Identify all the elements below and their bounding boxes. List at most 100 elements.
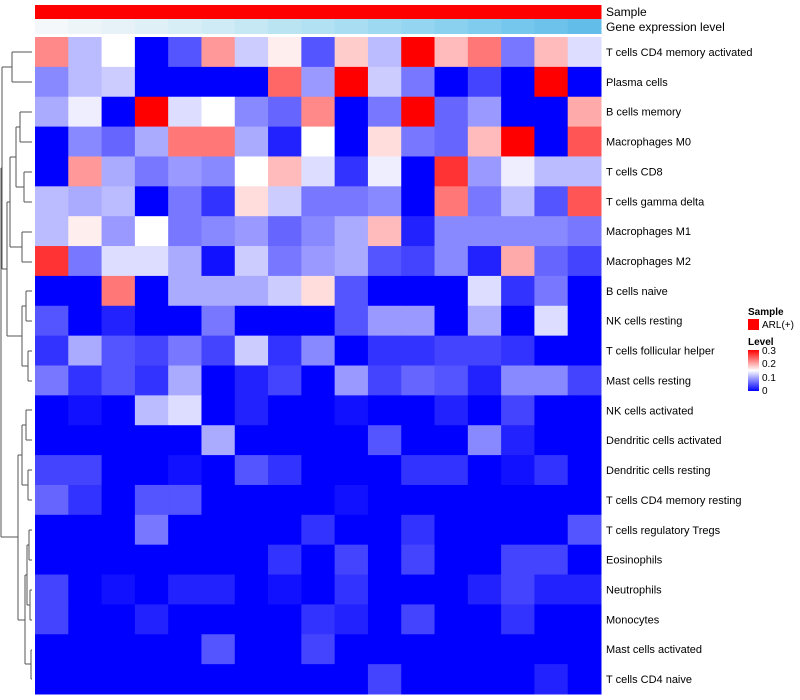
- heatmap-cell: [101, 484, 136, 516]
- gene-expression-annotation-cell: [534, 19, 569, 34]
- row-label: NK cells activated: [606, 405, 693, 417]
- heatmap-cell: [501, 66, 535, 98]
- heatmap-cell: [268, 335, 302, 366]
- heatmap-cell: [168, 305, 202, 337]
- gene-expression-annotation-bar: [35, 19, 602, 34]
- heatmap-cell: [501, 604, 535, 635]
- heatmap-cell: [201, 216, 236, 247]
- row-label: B cells naive: [606, 286, 668, 298]
- heatmap-cell: [467, 126, 502, 157]
- sample-annotation-cell: [567, 5, 602, 19]
- heatmap-cell: [201, 186, 236, 217]
- heatmap-cell: [68, 484, 103, 516]
- heatmap-cell: [334, 425, 369, 456]
- gene-expression-annotation-cell: [134, 19, 169, 34]
- heatmap-cell: [301, 544, 336, 576]
- heatmap-cell: [201, 604, 236, 635]
- heatmap-cell: [401, 275, 436, 307]
- heatmap-cell: [134, 96, 169, 128]
- heatmap-cell: [534, 664, 569, 695]
- heatmap-cell: [567, 574, 602, 605]
- heatmap-cell: [567, 455, 602, 486]
- heatmap-cell: [534, 544, 569, 576]
- heatmap-cell: [268, 216, 302, 247]
- row-label: Monocytes: [606, 614, 660, 626]
- heatmap-cell: [367, 335, 402, 366]
- heatmap-cell: [268, 126, 302, 157]
- heatmap-cell: [301, 514, 336, 546]
- heatmap-cell: [467, 395, 502, 426]
- heatmap-cell: [334, 126, 369, 157]
- heatmap-cell: [101, 544, 136, 576]
- heatmap-cell: [101, 664, 136, 695]
- heatmap-cell: [134, 425, 169, 456]
- heatmap-cell: [501, 156, 535, 187]
- heatmap-cell: [268, 275, 302, 307]
- heatmap-cell: [35, 455, 69, 486]
- heatmap-cell: [168, 395, 202, 426]
- heatmap-cell: [68, 634, 103, 665]
- heatmap-cell: [467, 574, 502, 605]
- heatmap-cell: [134, 246, 169, 277]
- sample-annotation-cell: [168, 5, 202, 19]
- sample-annotation-cell: [134, 5, 169, 19]
- heatmap-cell: [334, 37, 369, 68]
- heatmap-cell: [301, 455, 336, 486]
- heatmap-cell: [168, 216, 202, 247]
- heatmap-cell: [534, 156, 569, 187]
- heatmap-cell: [234, 574, 269, 605]
- heatmap-cell: [467, 365, 502, 396]
- heatmap-cell: [334, 455, 369, 486]
- heatmap-cell: [501, 425, 535, 456]
- heatmap-cell: [567, 664, 602, 695]
- heatmap-cell: [301, 156, 336, 187]
- heatmap-cells: [35, 37, 602, 695]
- heatmap-cell: [134, 365, 169, 396]
- heatmap-cell: [367, 365, 402, 396]
- heatmap-cell: [434, 66, 469, 98]
- heatmap-cell: [467, 305, 502, 337]
- heatmap-cell: [334, 365, 369, 396]
- heatmap-cell: [334, 246, 369, 277]
- heatmap-cell: [168, 634, 202, 665]
- sample-annotation-cell: [268, 5, 302, 19]
- heatmap-cell: [367, 514, 402, 546]
- heatmap-cell: [101, 216, 136, 247]
- legend-tick-3: 0: [762, 386, 768, 397]
- heatmap-cell: [234, 156, 269, 187]
- heatmap-cell: [268, 664, 302, 695]
- gene-expression-annotation-cell: [101, 19, 136, 34]
- gene-expression-annotation-cell: [434, 19, 469, 34]
- heatmap-cell: [334, 395, 369, 426]
- heatmap-cell: [401, 455, 436, 486]
- heatmap-cell: [334, 335, 369, 366]
- legend-level-title: Level: [748, 337, 774, 348]
- heatmap-cell: [268, 365, 302, 396]
- heatmap-cell: [134, 395, 169, 426]
- heatmap-cell: [334, 484, 369, 516]
- heatmap-cell: [234, 66, 269, 98]
- heatmap-cell: [534, 96, 569, 128]
- heatmap-cell: [68, 335, 103, 366]
- gene-expression-annotation-cell: [567, 19, 602, 34]
- heatmap-cell: [201, 96, 236, 128]
- heatmap-cell: [367, 425, 402, 456]
- heatmap-cell: [534, 275, 569, 307]
- heatmap-cell: [434, 246, 469, 277]
- heatmap-cell: [301, 96, 336, 128]
- gene-expression-annotation-cell: [334, 19, 369, 34]
- heatmap-cell: [168, 335, 202, 366]
- heatmap-cell: [301, 604, 336, 635]
- heatmap-cell: [367, 455, 402, 486]
- heatmap-cell: [35, 514, 69, 546]
- heatmap-cell: [467, 216, 502, 247]
- sample-annotation-cell: [35, 5, 69, 19]
- legend-sample-entry: ARL(+): [762, 320, 794, 331]
- heatmap-cell: [201, 514, 236, 546]
- heatmap-cell: [134, 574, 169, 605]
- heatmap-cell: [467, 514, 502, 546]
- heatmap-cell: [35, 484, 69, 516]
- heatmap-cell: [434, 544, 469, 576]
- heatmap-cell: [534, 514, 569, 546]
- heatmap-cell: [68, 37, 103, 68]
